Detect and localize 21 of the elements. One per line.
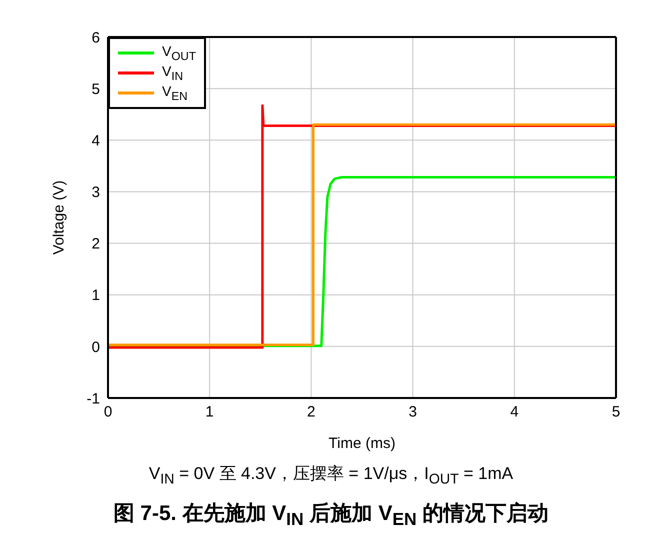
text: 图 7-5. 在先施加 V$_{IN}$ 后施加 V$_{EN}$ 的情况下启动 xyxy=(112,500,550,531)
y-tick-label: 5 xyxy=(92,80,100,98)
y-axis-title: Voltage (V) xyxy=(50,180,68,255)
y-tick-label: 6 xyxy=(92,29,100,46)
x-tick-label: 2 xyxy=(307,404,316,421)
y-tick-label: -1 xyxy=(86,390,100,408)
legend-label: V$_{EN}$ xyxy=(162,83,188,103)
x-tick-label: 1 xyxy=(205,404,214,421)
x-tick-label: 5 xyxy=(612,404,620,421)
x-tick-label: 3 xyxy=(408,404,417,421)
legend-label: V$_{IN}$ xyxy=(162,63,183,83)
y-tick-label: 1 xyxy=(92,287,100,304)
y-tick-label: 0 xyxy=(92,338,100,356)
y-tick-label: 2 xyxy=(92,236,100,253)
y-tick-label: 3 xyxy=(92,184,100,202)
x-tick-label: 4 xyxy=(510,404,519,421)
text: V$_{IN}$ = 0V 至 4.3V，压摆率 = 1V/μs，I$_{OUT}$ = 1mA xyxy=(148,463,514,488)
legend-label: V$_{OUT}$ xyxy=(162,43,196,63)
y-tick-label: 4 xyxy=(92,132,100,150)
x-tick-label: 0 xyxy=(104,404,112,421)
x-axis-title: Time (ms) xyxy=(328,435,396,452)
